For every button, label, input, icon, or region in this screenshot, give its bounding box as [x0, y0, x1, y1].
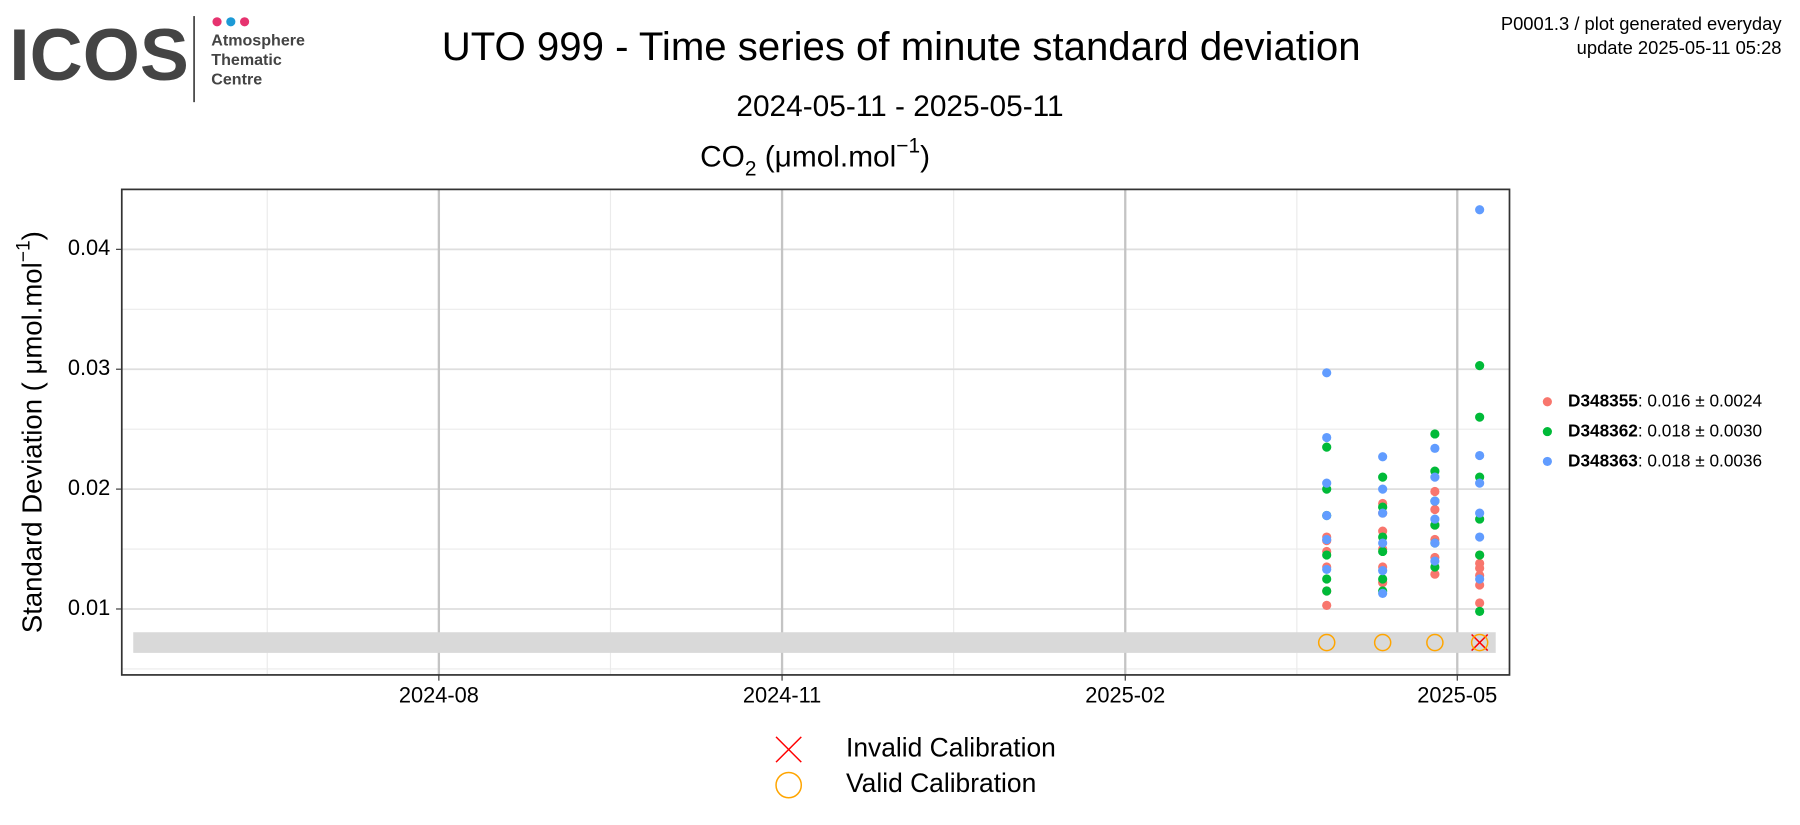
- data-point: [1430, 443, 1440, 453]
- data-point: [1322, 586, 1332, 596]
- data-point: [1430, 429, 1440, 439]
- plot-border: [120, 188, 1511, 676]
- panel-title-part: −1: [896, 134, 920, 157]
- data-point: [1475, 550, 1485, 560]
- data-point: [1475, 361, 1485, 371]
- info-text: update 2025-05-11 05:28: [1577, 37, 1782, 58]
- calibration-point: [1373, 633, 1392, 652]
- data-point: [1378, 484, 1388, 494]
- data-point: [1322, 600, 1332, 610]
- logo-dot: [240, 17, 250, 27]
- data-point: [1475, 606, 1485, 616]
- data-point: [1378, 538, 1388, 548]
- legend-label: Invalid Calibration: [846, 732, 1056, 762]
- x-tick-label: 2024-08: [399, 682, 479, 707]
- data-point: [1475, 478, 1485, 488]
- legend-symbol: [1542, 397, 1552, 407]
- logo: ICOS: [9, 13, 189, 96]
- data-point: [1430, 472, 1440, 482]
- data-point: [1322, 534, 1332, 545]
- data-point: [1475, 450, 1485, 461]
- legend-label: D348355: 0.016 ± 0.0024: [1568, 390, 1763, 410]
- plot-background: [121, 189, 1510, 675]
- y-tick-label: 0.01: [68, 595, 110, 620]
- y-axis-title-part: ): [17, 231, 48, 240]
- data-point: [1378, 508, 1388, 518]
- logo-dot: [226, 17, 236, 27]
- y-axis-title-part: Standard Deviation ( μmol.mol: [17, 262, 48, 633]
- x-tick-label: 2024-11: [743, 682, 821, 707]
- data-point: [1322, 368, 1332, 378]
- data-point: [1378, 472, 1388, 482]
- x-tick-label: 2025-05: [1417, 682, 1497, 707]
- panel-title: CO2 (μmol.mol−1): [700, 134, 930, 180]
- legend-symbol: [1542, 426, 1552, 437]
- logo-text: Centre: [211, 71, 262, 89]
- panel-title-part: 2: [745, 157, 757, 180]
- data-point: [1378, 588, 1388, 598]
- legend-label: D348362: 0.018 ± 0.0030: [1568, 420, 1762, 440]
- data-point: [1430, 569, 1440, 579]
- y-axis-title: Standard Deviation ( μmol.mol−1): [13, 231, 48, 633]
- data-point: [1378, 546, 1388, 557]
- legend-summary: : 0.018 ± 0.0030: [1638, 420, 1762, 440]
- legend-name: D348355: [1568, 390, 1638, 410]
- logo-text: Atmosphere: [211, 32, 305, 50]
- data-point: [1475, 532, 1485, 542]
- legend-summary: : 0.016 ± 0.0024: [1638, 390, 1763, 410]
- data-point: [1378, 566, 1388, 576]
- data-point: [1378, 574, 1388, 584]
- calibration-point: [1426, 633, 1444, 652]
- legend-summary: : 0.018 ± 0.0036: [1638, 450, 1762, 470]
- legend-name: D348362: [1568, 420, 1638, 440]
- calibration-point: [1470, 633, 1489, 652]
- data-point: [1475, 598, 1485, 608]
- legend-symbol: [775, 771, 803, 799]
- panel-title-part: CO: [700, 140, 745, 173]
- data-point: [1322, 510, 1332, 521]
- data-point: [1475, 574, 1485, 584]
- data-point: [1430, 496, 1440, 506]
- info-text: P0001.3 / plot generated everyday: [1501, 13, 1783, 34]
- y-tick-label: 0.03: [68, 355, 110, 380]
- x-tick-label: 2025-02: [1085, 682, 1165, 707]
- legend-name: D348363: [1568, 450, 1638, 470]
- calibration-point: [1317, 633, 1336, 652]
- y-axis-title-part: −1: [13, 240, 34, 262]
- data-point: [1430, 538, 1440, 548]
- logo-text: Thematic: [211, 51, 282, 69]
- data-point: [1475, 205, 1485, 215]
- data-point: [1475, 412, 1485, 422]
- data-point: [1430, 504, 1440, 515]
- data-point: [1322, 442, 1332, 452]
- data-point: [1322, 478, 1332, 488]
- y-tick-label: 0.04: [68, 235, 110, 260]
- data-point: [1378, 452, 1388, 462]
- legend-symbol: [775, 736, 802, 763]
- legend-label: Valid Calibration: [846, 768, 1036, 798]
- data-point: [1322, 550, 1332, 560]
- panel-title-part: (μmol.mol: [756, 140, 896, 173]
- legend-symbol: [1542, 456, 1552, 467]
- data-point: [1322, 432, 1332, 443]
- data-point: [1430, 556, 1440, 566]
- chart-title: UTO 999 - Time series of minute standard…: [442, 24, 1361, 69]
- data-point: [1430, 486, 1440, 497]
- data-point: [1322, 574, 1332, 584]
- calibration-band: [133, 632, 1496, 653]
- data-point: [1430, 514, 1440, 524]
- logo-dot: [212, 17, 222, 27]
- y-tick-label: 0.02: [68, 475, 110, 500]
- chart-subtitle: 2024-05-11 - 2025-05-11: [736, 90, 1063, 123]
- legend-label: D348363: 0.018 ± 0.0036: [1568, 450, 1762, 470]
- data-point: [1475, 558, 1485, 569]
- data-point: [1322, 564, 1332, 575]
- panel-title-part: ): [920, 140, 930, 173]
- data-point: [1475, 508, 1485, 518]
